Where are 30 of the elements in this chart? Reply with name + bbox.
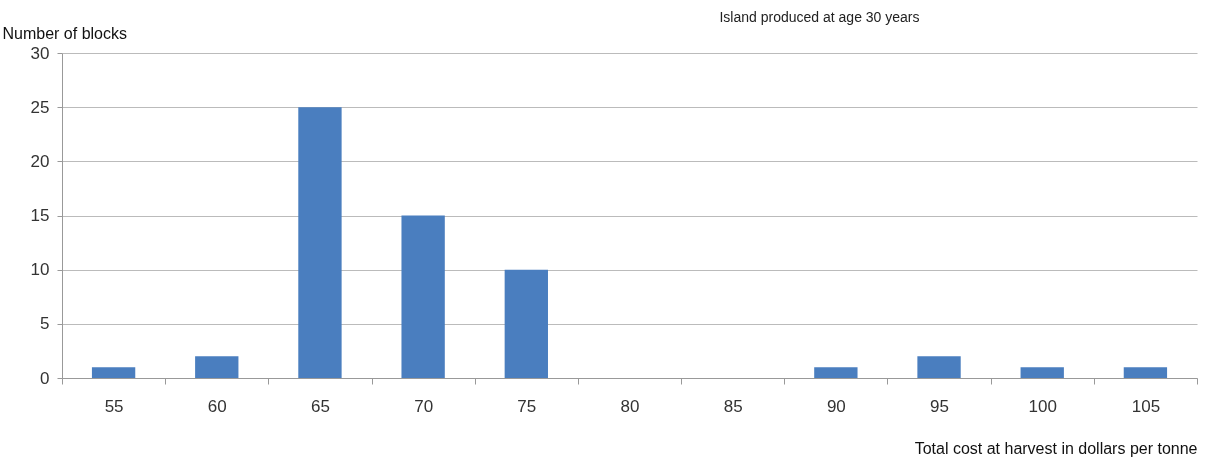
x-tick-label: 75 xyxy=(517,396,537,416)
x-tick-label: 70 xyxy=(414,396,434,416)
y-axis-title: Number of blocks xyxy=(2,24,127,42)
bar xyxy=(504,269,548,378)
x-tick-label: 60 xyxy=(207,396,227,416)
bar xyxy=(814,367,858,378)
x-tick-label: 80 xyxy=(620,396,640,416)
bar xyxy=(1123,367,1168,378)
x-tick-label: 55 xyxy=(104,396,124,416)
y-tick-label: 20 xyxy=(30,151,50,171)
y-tick-label: 25 xyxy=(30,97,50,117)
y-tick-label: 30 xyxy=(30,43,50,63)
x-tick-label: 105 xyxy=(1131,396,1161,416)
bar xyxy=(195,356,239,378)
y-tick-label: 5 xyxy=(40,314,50,334)
y-tick-label: 0 xyxy=(40,368,50,388)
x-tick-label: 100 xyxy=(1028,396,1057,416)
bar xyxy=(917,356,961,378)
chart-title: Island produced at age 30 years xyxy=(719,9,920,25)
x-tick-label: 85 xyxy=(723,396,743,416)
y-tick-label: 15 xyxy=(30,206,50,225)
bar xyxy=(401,215,445,378)
x-tick-label: 95 xyxy=(930,396,950,416)
bar xyxy=(1020,367,1064,378)
x-axis-title: Total cost at harvest in dollars per tonne xyxy=(914,439,1198,457)
x-tick-label: 90 xyxy=(826,396,846,416)
bar xyxy=(91,367,136,378)
x-tick-label: 65 xyxy=(310,396,330,416)
bar xyxy=(298,107,342,378)
y-tick-label: 10 xyxy=(30,260,50,280)
